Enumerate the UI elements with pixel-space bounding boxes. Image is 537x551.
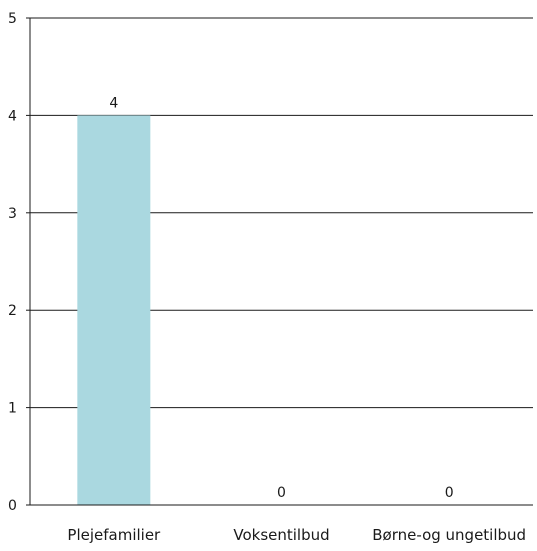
y-tick-label: 4 [8,108,17,124]
y-tick-label: 1 [8,401,17,417]
y-tick-label: 3 [8,206,17,222]
data-label: 4 [109,95,118,111]
y-tick-label: 0 [8,498,17,514]
labels: 0 1 2 3 4 5 4 Plejefamilier 0 Voksentilbud 0 Børne-… [8,11,526,544]
data-label: 0 [277,485,286,501]
x-category-label: Voksentilbud [233,526,329,544]
x-category-label: Børne-og ungetilbud [372,526,526,544]
x-category-label: Plejefamilier [67,526,161,544]
y-tick-label: 5 [8,11,17,27]
bar-0 [77,115,151,506]
y-tick-label: 2 [8,303,17,319]
data-label: 0 [445,485,454,501]
axes [26,17,533,506]
bars [77,115,151,506]
